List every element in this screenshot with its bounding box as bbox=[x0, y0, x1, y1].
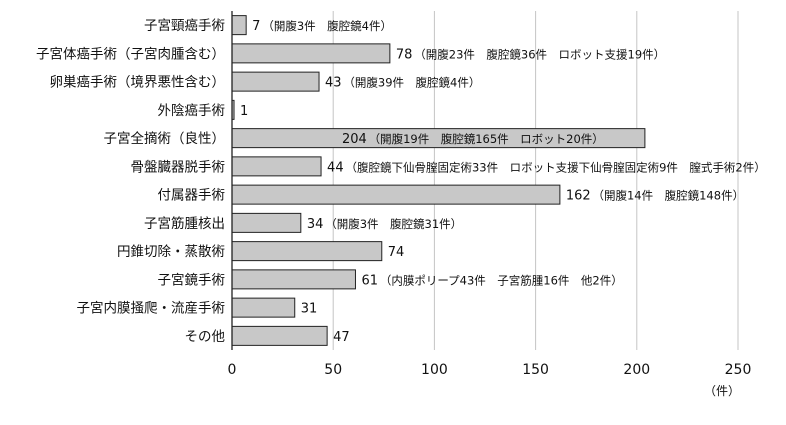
value-label: 7 bbox=[252, 19, 260, 34]
x-axis-unit-label: （件） bbox=[704, 384, 740, 398]
category-label: その他 bbox=[185, 329, 226, 345]
category-label: 外陰癌手術 bbox=[158, 103, 226, 119]
value-label: 47 bbox=[333, 330, 350, 345]
bar bbox=[231, 269, 356, 290]
value-annotation: （開腹23件 腹腔鏡36件 ロボット支援19件） bbox=[414, 47, 665, 61]
x-tick-label: 250 bbox=[725, 362, 752, 378]
bar bbox=[231, 297, 296, 318]
bar bbox=[231, 156, 322, 177]
value-annotation: （開腹19件 腹腔鏡165件 ロボット20件） bbox=[369, 132, 604, 146]
x-tick-label: 0 bbox=[228, 362, 237, 378]
value-label: 162 bbox=[566, 189, 591, 204]
bar bbox=[231, 184, 561, 205]
category-label: 円錐切除・蒸散術 bbox=[117, 244, 225, 260]
value-annotation: （腹腔鏡下仙骨膣固定術33件 ロボット支援下仙骨膣固定術9件 膣式手術2件） bbox=[345, 160, 765, 174]
value-label: 34 bbox=[307, 217, 324, 232]
value-annotation: （開腹14件 腹腔鏡148件） bbox=[592, 189, 744, 203]
value-label: 1 bbox=[240, 104, 248, 119]
bar bbox=[231, 43, 391, 64]
category-label: 子宮鏡手術 bbox=[158, 272, 226, 288]
value-labels: 7 （開腹3件 腹腔鏡4件） 78 （開腹23件 腹腔鏡36件 ロボット支援19件） 4… bbox=[240, 19, 766, 345]
value-label: 43 bbox=[325, 76, 342, 91]
bar bbox=[231, 212, 302, 233]
bar bbox=[231, 15, 247, 36]
x-tick-label: 100 bbox=[421, 362, 448, 378]
value-annotation: （開腹39件 腹腔鏡4件） bbox=[343, 76, 480, 90]
bar bbox=[231, 71, 320, 92]
x-tick-label: 150 bbox=[522, 362, 549, 378]
bar bbox=[231, 325, 328, 346]
value-annotation: （開腹3件 腹腔鏡4件） bbox=[262, 19, 392, 33]
category-label: 子宮内膜掻爬・流産手術 bbox=[77, 301, 226, 317]
value-label: 78 bbox=[396, 47, 413, 62]
category-label: 骨盤臓器脱手術 bbox=[131, 159, 226, 175]
value-label: 74 bbox=[388, 245, 405, 260]
bar bbox=[231, 241, 383, 262]
x-tick-label: 200 bbox=[623, 362, 650, 378]
category-label: 子宮体癌手術（子宮肉腫含む） bbox=[36, 46, 225, 62]
x-tick-label: 50 bbox=[324, 362, 342, 378]
category-label: 子宮全摘術（良性） bbox=[104, 130, 226, 147]
value-annotation: （開腹3件 腹腔鏡31件） bbox=[325, 217, 462, 231]
value-label: 31 bbox=[301, 302, 318, 317]
bars-group bbox=[231, 15, 646, 346]
category-label: 付属器手術 bbox=[158, 188, 226, 204]
category-label: 卵巣癌手術（境界悪性含む） bbox=[50, 75, 226, 91]
value-annotation: （内膜ポリープ43件 子宮筋腫16件 他2件） bbox=[380, 273, 623, 287]
category-label: 子宮頸癌手術 bbox=[144, 18, 225, 34]
grid-lines bbox=[332, 11, 739, 350]
value-label: 204 bbox=[342, 132, 367, 147]
x-axis-ticks: 0 50 100 150 200 250 bbox=[228, 362, 752, 378]
category-label: 子宮筋腫核出 bbox=[144, 215, 225, 232]
value-label: 61 bbox=[361, 273, 378, 288]
value-label: 44 bbox=[327, 160, 344, 175]
